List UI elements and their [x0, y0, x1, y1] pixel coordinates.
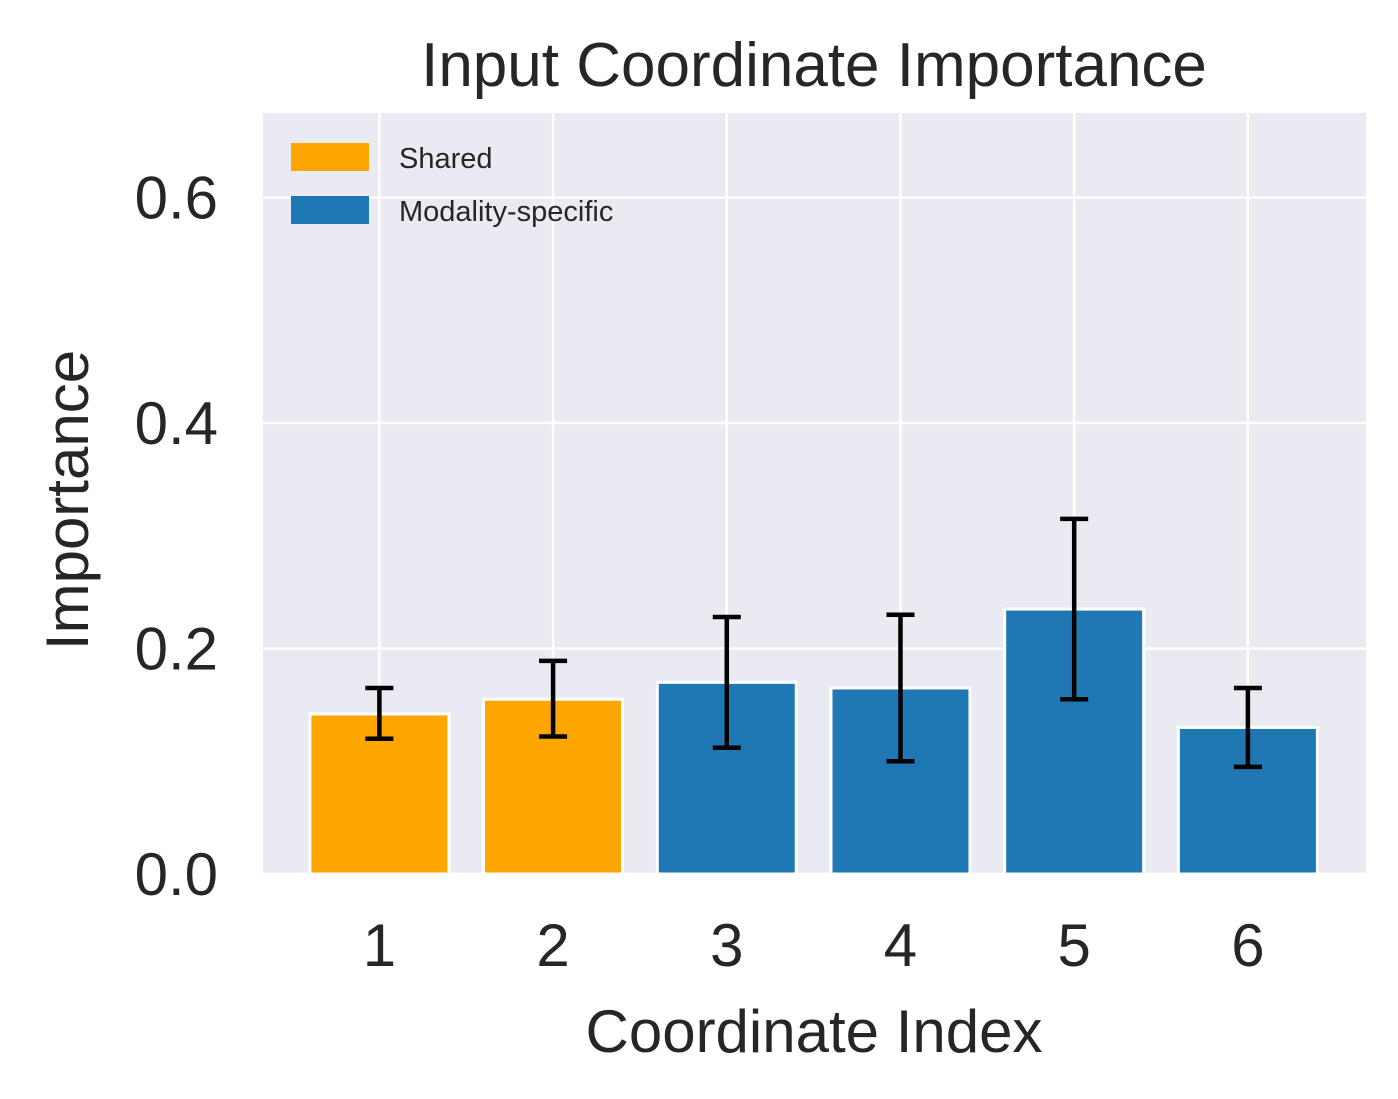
x-tick-label-4: 4: [884, 912, 917, 979]
y-tick-label-1: 0.2: [135, 616, 218, 683]
legend-label-shared: Shared: [399, 143, 493, 175]
bar-1: [308, 712, 451, 876]
y-tick-label-3: 0.6: [135, 165, 218, 232]
legend: Shared Modality-specific: [291, 143, 613, 228]
legend-swatch-modality-specific: [291, 196, 369, 224]
x-tick-label-5: 5: [1057, 912, 1090, 979]
y-tick-label-2: 0.4: [135, 390, 218, 457]
error-bar-5: [1060, 516, 1089, 702]
error-bar-3: [712, 614, 741, 750]
x-tick-labels: 1 2 3 4 5 6: [363, 912, 1265, 979]
legend-swatch-shared: [291, 143, 369, 171]
y-tick-labels: 0.0 0.2 0.4 0.6: [135, 165, 218, 908]
y-axis-label: Importance: [34, 350, 101, 650]
x-axis-label: Coordinate Index: [586, 998, 1043, 1065]
x-tick-label-3: 3: [710, 912, 743, 979]
error-bar-1: [365, 685, 394, 741]
error-bars: [365, 516, 1262, 770]
error-bar-4: [886, 612, 915, 764]
bar-6: [1176, 725, 1319, 876]
x-tick-label-2: 2: [536, 912, 569, 979]
y-tick-label-0: 0.0: [135, 841, 218, 908]
chart-title: Input Coordinate Importance: [421, 31, 1207, 100]
error-bar-6: [1233, 685, 1262, 770]
bar-2: [482, 697, 625, 876]
legend-label-modality-specific: Modality-specific: [399, 196, 613, 228]
error-bar-2: [539, 658, 568, 739]
x-tick-label-1: 1: [363, 912, 396, 979]
x-tick-label-6: 6: [1231, 912, 1264, 979]
